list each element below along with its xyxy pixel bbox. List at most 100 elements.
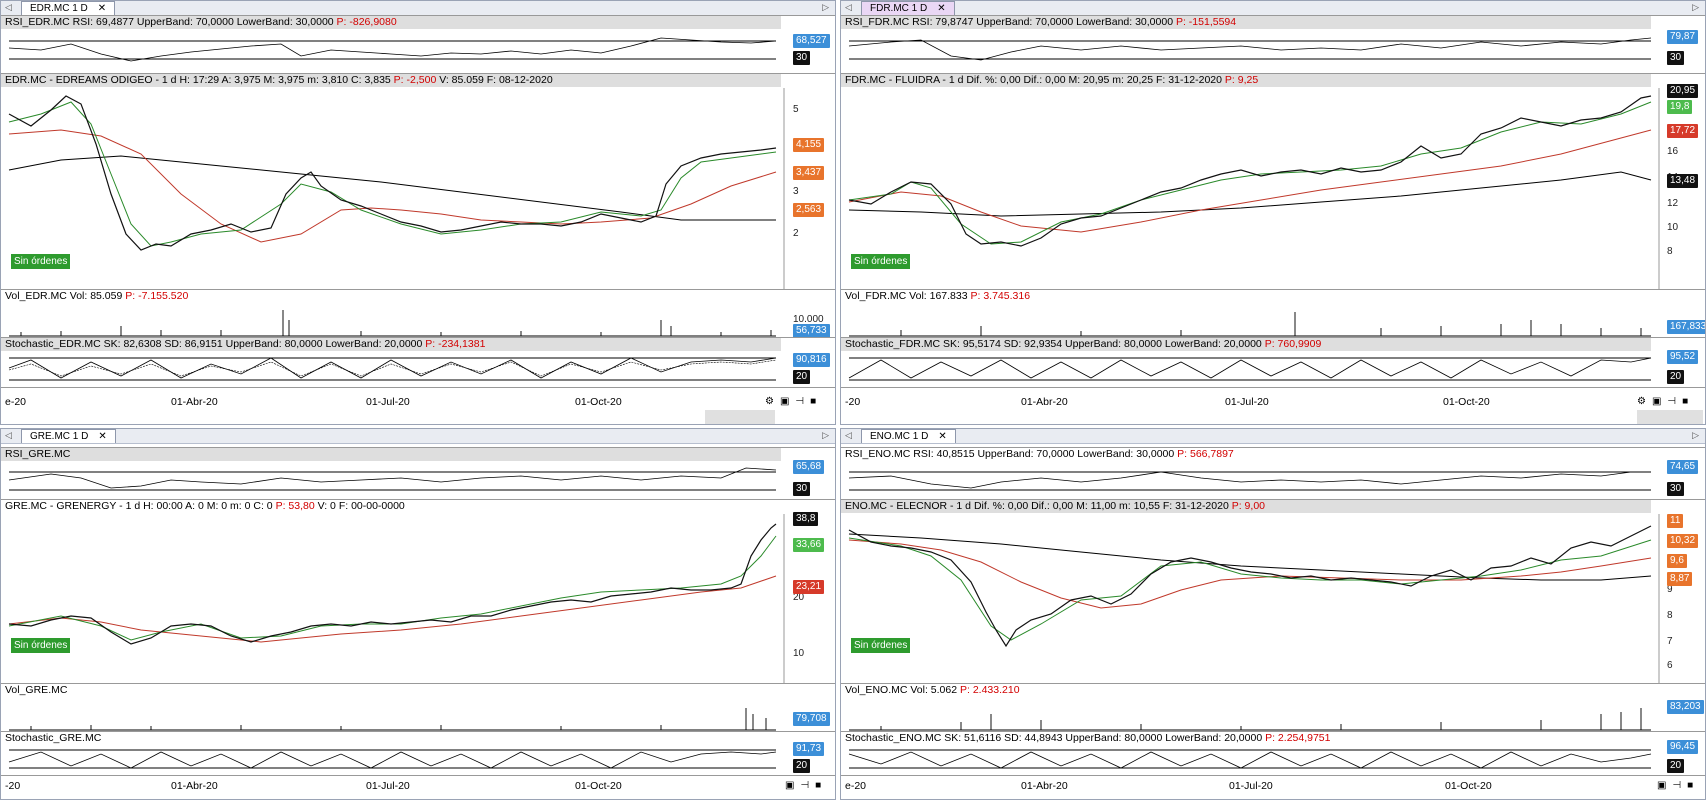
price-tick: 3 <box>793 186 799 197</box>
stochastic-values: Stochastic_ENO.MC SK: 51,6116 SD: 44,894… <box>845 732 1263 744</box>
stochastic-p: P: -234,1381 <box>425 338 486 350</box>
tab-scroll-left-icon[interactable]: ◁ <box>845 2 852 12</box>
rsi-value-tag: 74,65 <box>1667 460 1699 474</box>
volume-panel: Vol_ENO.MC Vol: 5.062 P: 2.433.210 83,20… <box>841 683 1705 732</box>
stochastic-panel: Stochastic_ENO.MC SK: 51,6116 SD: 44,894… <box>841 731 1705 776</box>
x-axis-label: 01-Oct-20 <box>1445 780 1492 792</box>
tab-scroll-left-icon[interactable]: ◁ <box>5 430 12 440</box>
scrollbar[interactable] <box>1637 410 1703 424</box>
x-axis-label: 01-Abr-20 <box>171 396 218 408</box>
tab-scroll-right-icon[interactable]: ▷ <box>822 2 829 12</box>
square-icon[interactable]: ■ <box>1682 396 1689 407</box>
pin-icon[interactable]: ⊣ <box>1667 396 1677 407</box>
price-tick: 9 <box>1667 584 1673 595</box>
volume-tag: 167,833 <box>1667 320 1705 334</box>
tab-edr[interactable]: EDR.MC 1 D ✕ <box>21 1 116 15</box>
price-values: FDR.MC - FLUIDRA - 1 d Dif. %: 0,00 Dif.… <box>845 74 1222 86</box>
settings-icon[interactable]: ⚙ <box>1637 396 1646 407</box>
chart-toolbar: ⚙ ▣ ⊣ ■ <box>765 396 816 407</box>
square-icon[interactable]: ■ <box>1687 780 1694 791</box>
settings-icon[interactable]: ⚙ <box>765 396 774 407</box>
x-axis-label: 01-Jul-20 <box>366 780 410 792</box>
rsi-lowerband-tag: 30 <box>793 482 811 496</box>
pin-icon[interactable]: ⊣ <box>795 396 805 407</box>
scrollbar[interactable] <box>705 410 775 424</box>
close-icon[interactable]: ✕ <box>938 431 947 442</box>
chart-toolbar: ▣ ⊣ ■ <box>785 780 821 791</box>
save-icon[interactable]: ▣ <box>1651 396 1662 407</box>
stochastic-value-tag: 90,816 <box>793 353 830 367</box>
rsi-p: P: 566,7897 <box>1177 448 1234 460</box>
tab-fdr[interactable]: FDR.MC 1 D ✕ <box>861 1 955 15</box>
stochastic-header: Stochastic_FDR.MC SK: 95,5174 SD: 92,935… <box>841 338 1651 351</box>
volume-panel: Vol_FDR.MC Vol: 167.833 P: 3.745.316 167… <box>841 289 1705 338</box>
square-icon[interactable]: ■ <box>815 780 822 791</box>
price-panel: ENO.MC - ELECNOR - 1 d Dif. %: 0,00 Dif.… <box>841 499 1705 684</box>
stochastic-value-tag: 96,45 <box>1667 740 1699 754</box>
tab-bar: ◁ ENO.MC 1 D ✕ ▷ <box>841 429 1705 444</box>
price-last-tag: 4,155 <box>793 138 825 152</box>
close-icon[interactable]: ✕ <box>97 3 107 14</box>
price-values: GRE.MC - GRENERGY - 1 d H: 00:00 A: 0 M:… <box>5 500 273 512</box>
stochastic-panel: Stochastic_GRE.MC 91,73 20 <box>1 731 835 776</box>
volume-values: Vol_ENO.MC Vol: 5.062 <box>845 684 958 696</box>
tab-gre[interactable]: GRE.MC 1 D ✕ <box>21 429 116 443</box>
volume-p: P: 3.745.316 <box>970 290 1031 302</box>
tab-scroll-right-icon[interactable]: ▷ <box>822 430 829 440</box>
x-axis-label: 01-Abr-20 <box>171 780 218 792</box>
volume-tag: 83,203 <box>1667 700 1704 714</box>
rsi-panel: RSI_GRE.MC 65,68 30 <box>1 447 835 500</box>
rsi-value-tag: 68,527 <box>793 34 830 48</box>
chart-window-eno: ◁ ENO.MC 1 D ✕ ▷ RSI_ENO.MC RSI: 40,8515 … <box>840 428 1706 800</box>
close-icon[interactable]: ✕ <box>937 3 946 14</box>
rsi-header: RSI_GRE.MC <box>1 448 781 461</box>
rsi-values: RSI_GRE.MC <box>5 448 71 460</box>
square-icon[interactable]: ■ <box>810 396 817 407</box>
rsi-header: RSI_ENO.MC RSI: 40,8515 UpperBand: 70,00… <box>841 448 1651 461</box>
x-axis-label: -20 <box>5 780 21 792</box>
tab-scroll-left-icon[interactable]: ◁ <box>5 2 12 12</box>
tab-scroll-left-icon[interactable]: ◁ <box>845 430 852 440</box>
x-axis: e-20 01-Abr-20 01-Jul-20 01-Oct-20 ⚙ ▣ ⊣ ■ <box>1 387 835 424</box>
price-p: P: 9,25 <box>1224 74 1259 86</box>
chart-window-fdr: ◁ FDR.MC 1 D ✕ ▷ RSI_FDR.MC RSI: 79,8747 … <box>840 0 1706 425</box>
price-header: GRE.MC - GRENERGY - 1 d H: 00:00 A: 0 M:… <box>1 500 781 513</box>
rsi-panel: RSI_EDR.MC RSI: 69,4877 UpperBand: 70,00… <box>1 15 835 74</box>
tab-scroll-right-icon[interactable]: ▷ <box>1692 430 1699 440</box>
stochastic-panel: Stochastic_FDR.MC SK: 95,5174 SD: 92,935… <box>841 337 1705 388</box>
price-tick: 6 <box>1667 660 1673 671</box>
x-axis-label: 01-Oct-20 <box>1443 396 1490 408</box>
stochastic-values: Stochastic_GRE.MC <box>5 732 102 744</box>
tab-eno[interactable]: ENO.MC 1 D ✕ <box>861 429 956 443</box>
volume-header: Vol_ENO.MC Vol: 5.062 P: 2.433.210 <box>841 684 1651 697</box>
ma-long-tag: 2,563 <box>793 203 825 217</box>
stochastic-lowerband-tag: 20 <box>793 370 811 384</box>
price-tick: 8 <box>1667 610 1673 621</box>
x-axis-label: 01-Jul-20 <box>1229 780 1273 792</box>
pin-icon[interactable]: ⊣ <box>1672 780 1682 791</box>
save-icon[interactable]: ▣ <box>1657 780 1667 791</box>
close-icon[interactable]: ✕ <box>98 431 107 442</box>
price-panel: GRE.MC - GRENERGY - 1 d H: 00:00 A: 0 M:… <box>1 499 835 684</box>
volume-tag: 79,708 <box>793 712 830 726</box>
x-axis-label: 01-Jul-20 <box>366 396 410 408</box>
orders-status-badge: Sin órdenes <box>851 254 911 269</box>
save-icon[interactable]: ▣ <box>785 780 795 791</box>
stochastic-panel: Stochastic_EDR.MC SK: 82,6308 SD: 86,915… <box>1 337 835 388</box>
tab-bar: ◁ GRE.MC 1 D ✕ ▷ <box>1 429 835 444</box>
stochastic-header: Stochastic_ENO.MC SK: 51,6116 SD: 44,894… <box>841 732 1651 745</box>
tab-scroll-right-icon[interactable]: ▷ <box>1692 2 1699 12</box>
orders-status-badge: Sin órdenes <box>851 638 911 653</box>
save-icon[interactable]: ▣ <box>779 396 790 407</box>
rsi-header: RSI_FDR.MC RSI: 79,8747 UpperBand: 70,00… <box>841 16 1651 29</box>
x-axis-label: e-20 <box>5 396 27 408</box>
price-header: ENO.MC - ELECNOR - 1 d Dif. %: 0,00 Dif.… <box>841 500 1651 513</box>
rsi-header: RSI_EDR.MC RSI: 69,4877 UpperBand: 70,00… <box>1 16 781 29</box>
stochastic-lowerband-tag: 20 <box>1667 759 1685 773</box>
x-axis-label: 01-Oct-20 <box>575 396 622 408</box>
price-tail: V: 0 F: 00-00-0000 <box>317 500 405 512</box>
stochastic-lowerband-tag: 20 <box>793 759 811 773</box>
pin-icon[interactable]: ⊣ <box>800 780 810 791</box>
chart-window-gre: ◁ GRE.MC 1 D ✕ ▷ RSI_GRE.MC 65,68 30 GRE.… <box>0 428 836 800</box>
volume-tag: 56,733 <box>793 324 830 338</box>
